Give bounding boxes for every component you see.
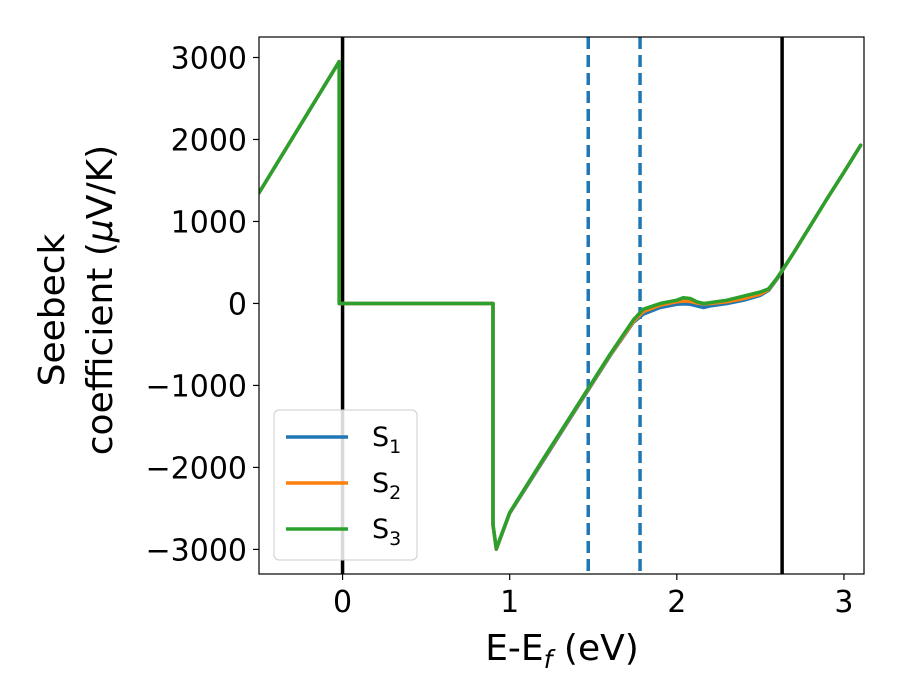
legend-label-s2: S2 xyxy=(372,468,401,504)
y-tick-label: −1000 xyxy=(146,369,247,404)
y-tick-label: 1000 xyxy=(171,205,247,240)
x-tick-label: 0 xyxy=(333,585,352,620)
y-tick-label: −2000 xyxy=(146,451,247,486)
legend-box xyxy=(273,409,418,561)
legend-label-s1: S1 xyxy=(372,422,401,458)
series-layer xyxy=(259,59,863,552)
legend: S1 S2 S3 xyxy=(273,409,418,561)
legend-label-s3: S3 xyxy=(372,514,401,550)
y-tick-label: 3000 xyxy=(171,41,247,76)
y-axis: 3000 2000 1000 0 −1000 −2000 −3000 xyxy=(146,41,259,568)
series-line-s3 xyxy=(259,59,863,551)
x-axis-label: E-Ef (eV) xyxy=(485,628,639,674)
y-tick-label: −3000 xyxy=(146,533,247,568)
y-axis-label-line2: coefficient (μV/K) xyxy=(80,145,121,455)
x-tick-label: 3 xyxy=(834,585,853,620)
x-axis: 0 1 2 3 xyxy=(333,574,853,620)
y-axis-label-line1: Seebeck xyxy=(32,233,73,386)
y-tick-label: 2000 xyxy=(171,123,247,158)
x-tick-label: 2 xyxy=(667,585,686,620)
x-tick-label: 1 xyxy=(500,585,519,620)
plot-frame xyxy=(258,36,865,575)
y-tick-label: 0 xyxy=(228,287,247,322)
